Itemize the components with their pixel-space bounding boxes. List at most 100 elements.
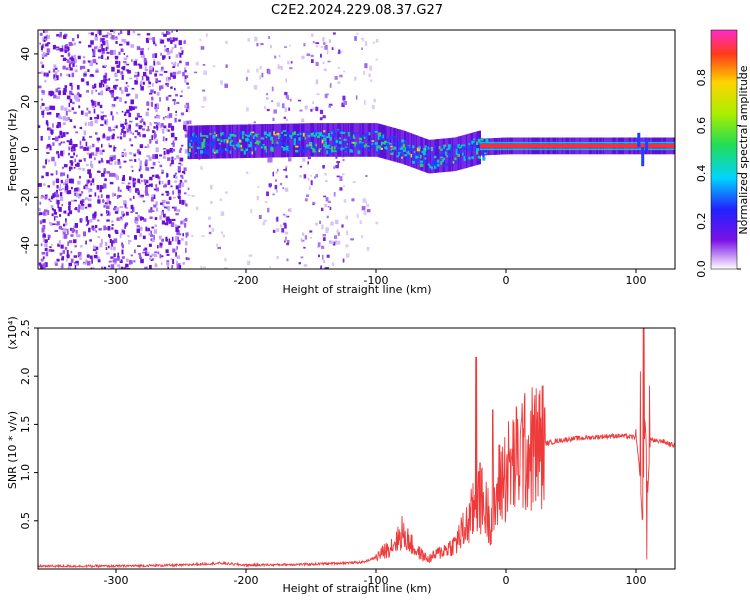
band-highlight — [248, 151, 252, 154]
noise-speckle — [167, 206, 171, 212]
noise-speckle — [169, 163, 172, 167]
noise-speckle — [152, 154, 156, 159]
noise-speckle — [139, 256, 142, 260]
noise-speckle — [71, 200, 75, 202]
band-highlight — [341, 141, 345, 145]
noise-speckle — [66, 46, 69, 50]
noise-speckle — [88, 122, 90, 126]
band-highlight — [374, 142, 378, 145]
noise-speckle — [115, 96, 119, 100]
noise-speckle — [278, 54, 281, 58]
noise-speckle — [171, 236, 174, 242]
noise-speckle — [165, 137, 168, 141]
noise-speckle — [336, 229, 339, 233]
noise-speckle — [161, 32, 164, 36]
band-highlight — [427, 163, 430, 166]
noise-speckle — [79, 65, 83, 70]
noise-speckle — [281, 103, 285, 109]
noise-speckle — [95, 149, 99, 155]
band-highlight — [209, 141, 213, 144]
band-highlight — [306, 131, 310, 133]
noise-speckle — [117, 186, 120, 192]
noise-speckle — [375, 221, 379, 225]
noise-speckle — [117, 252, 120, 258]
noise-speckle — [48, 70, 51, 74]
noise-speckle — [55, 170, 58, 175]
band-highlight — [371, 140, 375, 142]
band-cell — [381, 124, 384, 159]
x-tick-label: -100 — [364, 574, 389, 587]
noise-speckle — [39, 212, 43, 215]
noise-speckle — [171, 218, 176, 221]
band-cell — [303, 123, 306, 157]
noise-speckle — [337, 81, 341, 84]
band-highlight — [223, 142, 226, 145]
noise-speckle — [143, 57, 147, 63]
noise-speckle — [113, 238, 118, 243]
noise-speckle — [62, 141, 66, 144]
band-cell — [339, 123, 342, 157]
noise-speckle — [65, 50, 69, 52]
noise-speckle — [253, 85, 258, 90]
noise-speckle — [49, 200, 52, 202]
noise-speckle — [272, 229, 276, 233]
noise-speckle — [66, 73, 70, 77]
band-cell — [347, 123, 350, 157]
band-highlight — [253, 145, 255, 147]
x-tick-label: 0 — [503, 574, 510, 587]
noise-speckle — [176, 255, 180, 259]
noise-speckle — [83, 130, 86, 136]
noise-speckle — [42, 233, 46, 236]
noise-speckle — [74, 245, 77, 248]
noise-speckle — [155, 81, 158, 84]
noise-speckle — [60, 141, 63, 144]
band-highlight — [366, 145, 370, 148]
band-cell — [425, 138, 428, 173]
noise-speckle — [71, 72, 75, 78]
noise-speckle — [42, 115, 45, 118]
noise-speckle — [185, 241, 188, 246]
noise-speckle — [47, 234, 51, 238]
band-highlight — [263, 131, 267, 136]
noise-speckle — [130, 165, 134, 168]
noise-speckle — [62, 230, 66, 235]
band-highlight — [441, 150, 445, 154]
noise-speckle — [158, 80, 161, 83]
noise-speckle — [165, 96, 169, 101]
noise-speckle — [48, 91, 51, 96]
noise-speckle — [179, 265, 182, 269]
band-highlight — [452, 145, 455, 149]
noise-speckle — [98, 49, 102, 53]
noise-speckle — [153, 188, 157, 191]
noise-speckle — [146, 251, 150, 255]
noise-speckle — [102, 133, 106, 138]
noise-speckle — [128, 242, 130, 245]
noise-speckle — [138, 252, 141, 256]
noise-speckle — [143, 248, 145, 251]
band-highlight — [458, 159, 461, 163]
noise-speckle — [141, 76, 144, 81]
band-highlight — [363, 134, 367, 139]
band-highlight — [380, 141, 383, 146]
noise-speckle — [75, 163, 77, 167]
noise-speckle — [168, 241, 172, 245]
noise-speckle — [179, 182, 181, 185]
noise-speckle — [343, 101, 347, 105]
noise-speckle — [175, 93, 178, 97]
noise-speckle — [155, 201, 158, 206]
noise-speckle — [178, 40, 182, 46]
band-highlight — [469, 140, 472, 144]
noise-speckle — [61, 256, 65, 259]
noise-speckle — [118, 195, 122, 197]
band-cell — [242, 124, 245, 158]
noise-speckle — [71, 38, 75, 42]
noise-speckle — [122, 175, 125, 180]
noise-speckle — [62, 115, 66, 121]
noise-speckle — [40, 266, 44, 269]
noise-speckle — [268, 183, 272, 187]
noise-speckle — [142, 251, 146, 254]
noise-speckle — [154, 103, 159, 108]
noise-speckle — [306, 194, 310, 197]
noise-speckle — [97, 101, 100, 106]
band-highlight — [313, 135, 316, 138]
